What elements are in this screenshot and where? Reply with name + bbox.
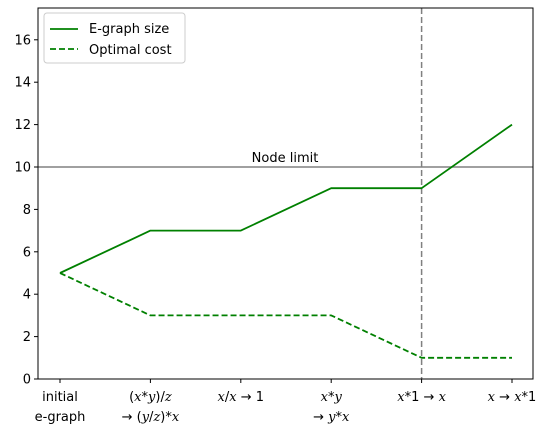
- x-tick-label: initial: [42, 390, 78, 405]
- legend: E-graph size Optimal cost: [43, 12, 186, 64]
- x-tick-label: x/x → 1: [218, 390, 265, 405]
- x-tick-label: x*y: [321, 390, 343, 405]
- axes-frame: [37, 7, 534, 380]
- legend-label-egraph-size: E-graph size: [89, 22, 169, 37]
- legend-box: [43, 12, 186, 64]
- y-tick-label: 16: [14, 33, 31, 48]
- legend-label-optimal-cost: Optimal cost: [89, 43, 172, 58]
- y-tick-label: 4: [23, 288, 31, 303]
- node-limit-label: Node limit: [252, 151, 319, 166]
- x-tick-label: → y*x: [313, 410, 350, 425]
- x-tick-label: x → x*1: [488, 390, 537, 405]
- plot-area: [38, 8, 533, 379]
- axes-layer: 0 2 4 6 8 10 12 14 16 initial e-graph (x*y)/z → (y/z…: [14, 7, 537, 425]
- y-tick-label: 8: [23, 203, 31, 218]
- y-tick-label: 12: [14, 118, 31, 133]
- x-tick-label: x*1 → x: [397, 390, 446, 405]
- y-tick-label: 10: [14, 161, 31, 176]
- x-tick-label: e-graph: [35, 410, 86, 425]
- y-tick-label: 14: [14, 76, 31, 91]
- y-tick-label: 2: [23, 330, 31, 345]
- y-tick-label: 6: [23, 245, 31, 260]
- series-line-optimal-cost: [59, 272, 512, 359]
- x-tick-label: (x*y)/z: [129, 390, 172, 405]
- series-layer: [59, 123, 513, 359]
- series-line-e-graph-size: [59, 123, 513, 274]
- x-tick-label: → (y/z)*x: [122, 410, 180, 425]
- y-tick-label: 0: [23, 373, 31, 388]
